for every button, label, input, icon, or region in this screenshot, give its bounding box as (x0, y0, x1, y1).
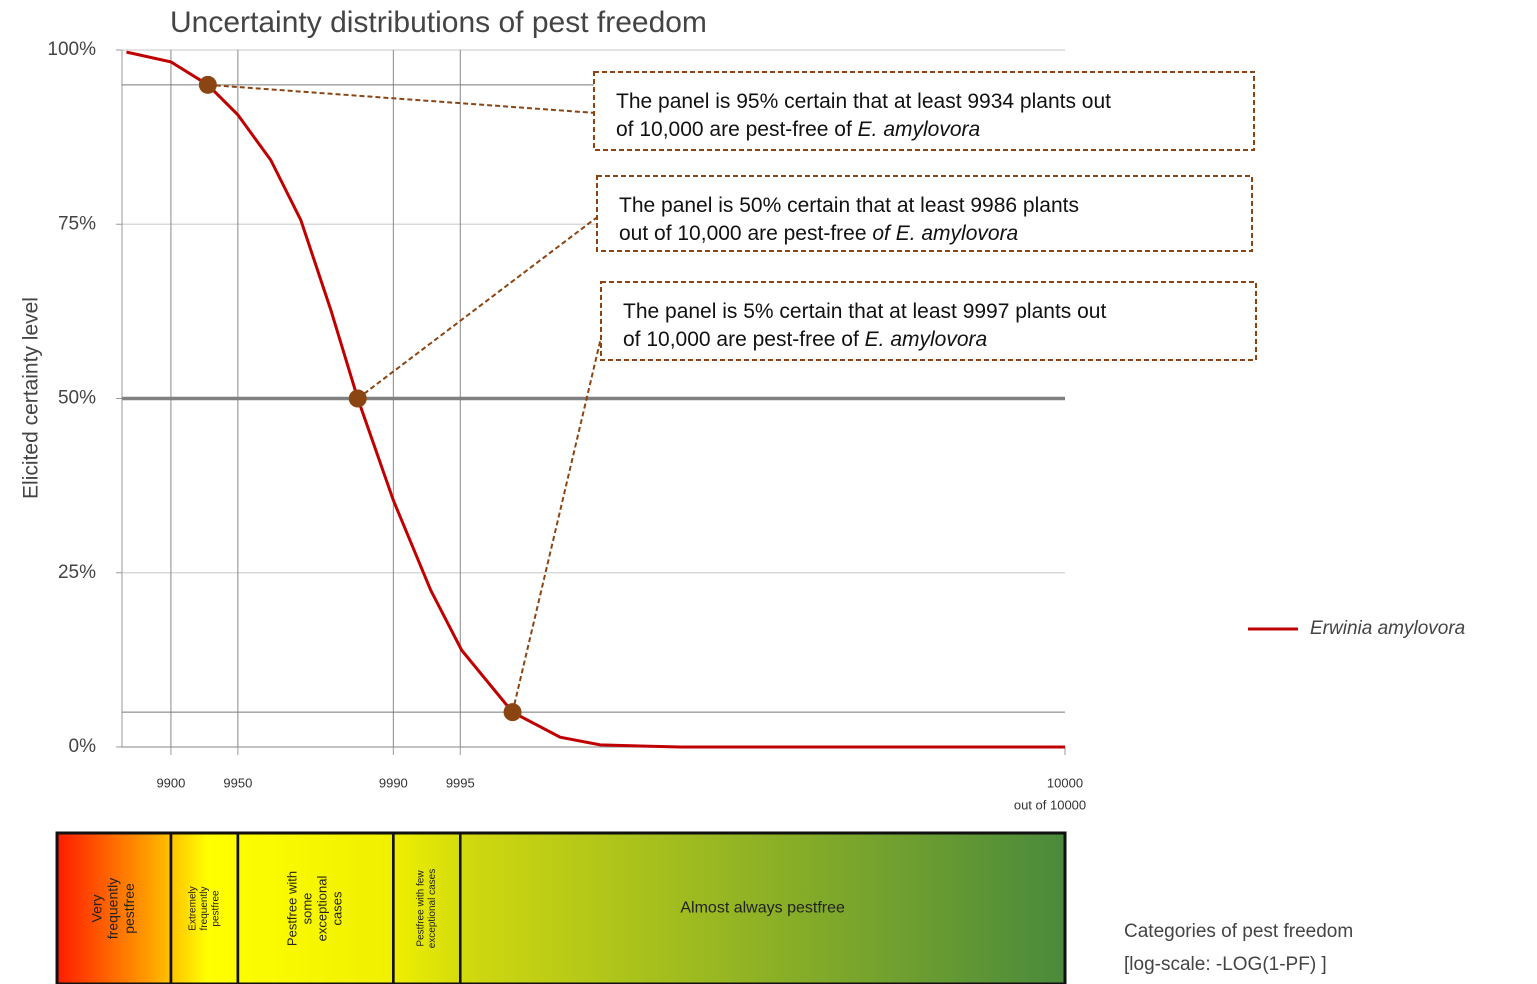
scale-note: [log-scale: -LOG(1-PF) ] (1124, 954, 1327, 975)
band-label: pestfree (211, 890, 222, 927)
annotation-italic: E. amylovora (858, 118, 981, 141)
legend-label: Erwinia amylovora (1310, 618, 1465, 639)
annotation-box (600, 281, 1257, 361)
band-label: some (300, 893, 315, 925)
band-label: cases (329, 891, 344, 925)
connector (357, 214, 601, 400)
x-tick-label: 9995 (446, 775, 475, 790)
band-label: Almost always pestfree (680, 900, 845, 917)
annotation-text: The panel is 95% certain that at least 9… (616, 90, 1111, 113)
annotation-line: of 10,000 are pest-free of (623, 328, 865, 351)
x-tick-label: 9900 (156, 775, 185, 790)
annotation-text: of 10,000 are pest-free of E. amylovora (623, 328, 987, 351)
annotation-text: The panel is 50% certain that at least 9… (619, 194, 1079, 217)
band-label: Extremely (188, 886, 199, 930)
annotation-line: of 10,000 are pest-free of (616, 118, 858, 141)
band-label: Pestfree with few (416, 870, 427, 947)
marker (198, 75, 217, 94)
marker (348, 389, 367, 408)
connector (511, 324, 605, 713)
annotation-box (596, 175, 1253, 252)
marker (503, 703, 522, 722)
band-label: frequently (105, 878, 121, 939)
band-label: exceptional cases (427, 869, 438, 949)
y-axis-label: Elicited certainty level (20, 297, 43, 499)
x-tick-label: 9990 (379, 775, 408, 790)
band-label: exceptional (315, 876, 330, 942)
series-line (126, 50, 1065, 749)
x-axis-label: out of 10000 (1014, 797, 1086, 812)
category-label: Categories of pest freedom (1124, 921, 1353, 942)
annotation-line: The panel is 50% certain that at least 9… (619, 194, 1079, 217)
annotation-box (593, 71, 1255, 151)
x-tick-label: 10000 (1047, 775, 1083, 790)
y-tick-label: 75% (58, 213, 96, 234)
y-tick-label: 50% (58, 388, 96, 409)
y-tick-label: 100% (47, 39, 96, 60)
band-label: frequently (199, 887, 210, 931)
band-label: Very (89, 894, 105, 922)
annotation-line: The panel is 95% certain that at least 9… (616, 90, 1111, 113)
annotation-text: The panel is 5% certain that at least 99… (623, 300, 1106, 323)
annotation-italic: E. amylovora (865, 328, 988, 351)
y-tick-label: 25% (58, 562, 96, 583)
connector (207, 83, 597, 114)
y-tick-label: 0% (69, 736, 97, 757)
annotation-text: out of 10,000 are pest-free of E. amylov… (619, 222, 1018, 245)
band-label: Pestfree with (285, 871, 300, 946)
annotation-text: of 10,000 are pest-free of E. amylovora (616, 118, 980, 141)
band (459, 831, 1067, 984)
chart-title: Uncertainty distributions of pest freedo… (170, 6, 707, 39)
band-label: pestfree (121, 883, 137, 934)
x-tick-label: 9950 (223, 775, 252, 790)
annotation-line: out of 10,000 are pest-free (619, 222, 872, 245)
annotation-line: The panel is 5% certain that at least 99… (623, 300, 1106, 323)
annotation-italic: of E. amylovora (872, 222, 1018, 245)
